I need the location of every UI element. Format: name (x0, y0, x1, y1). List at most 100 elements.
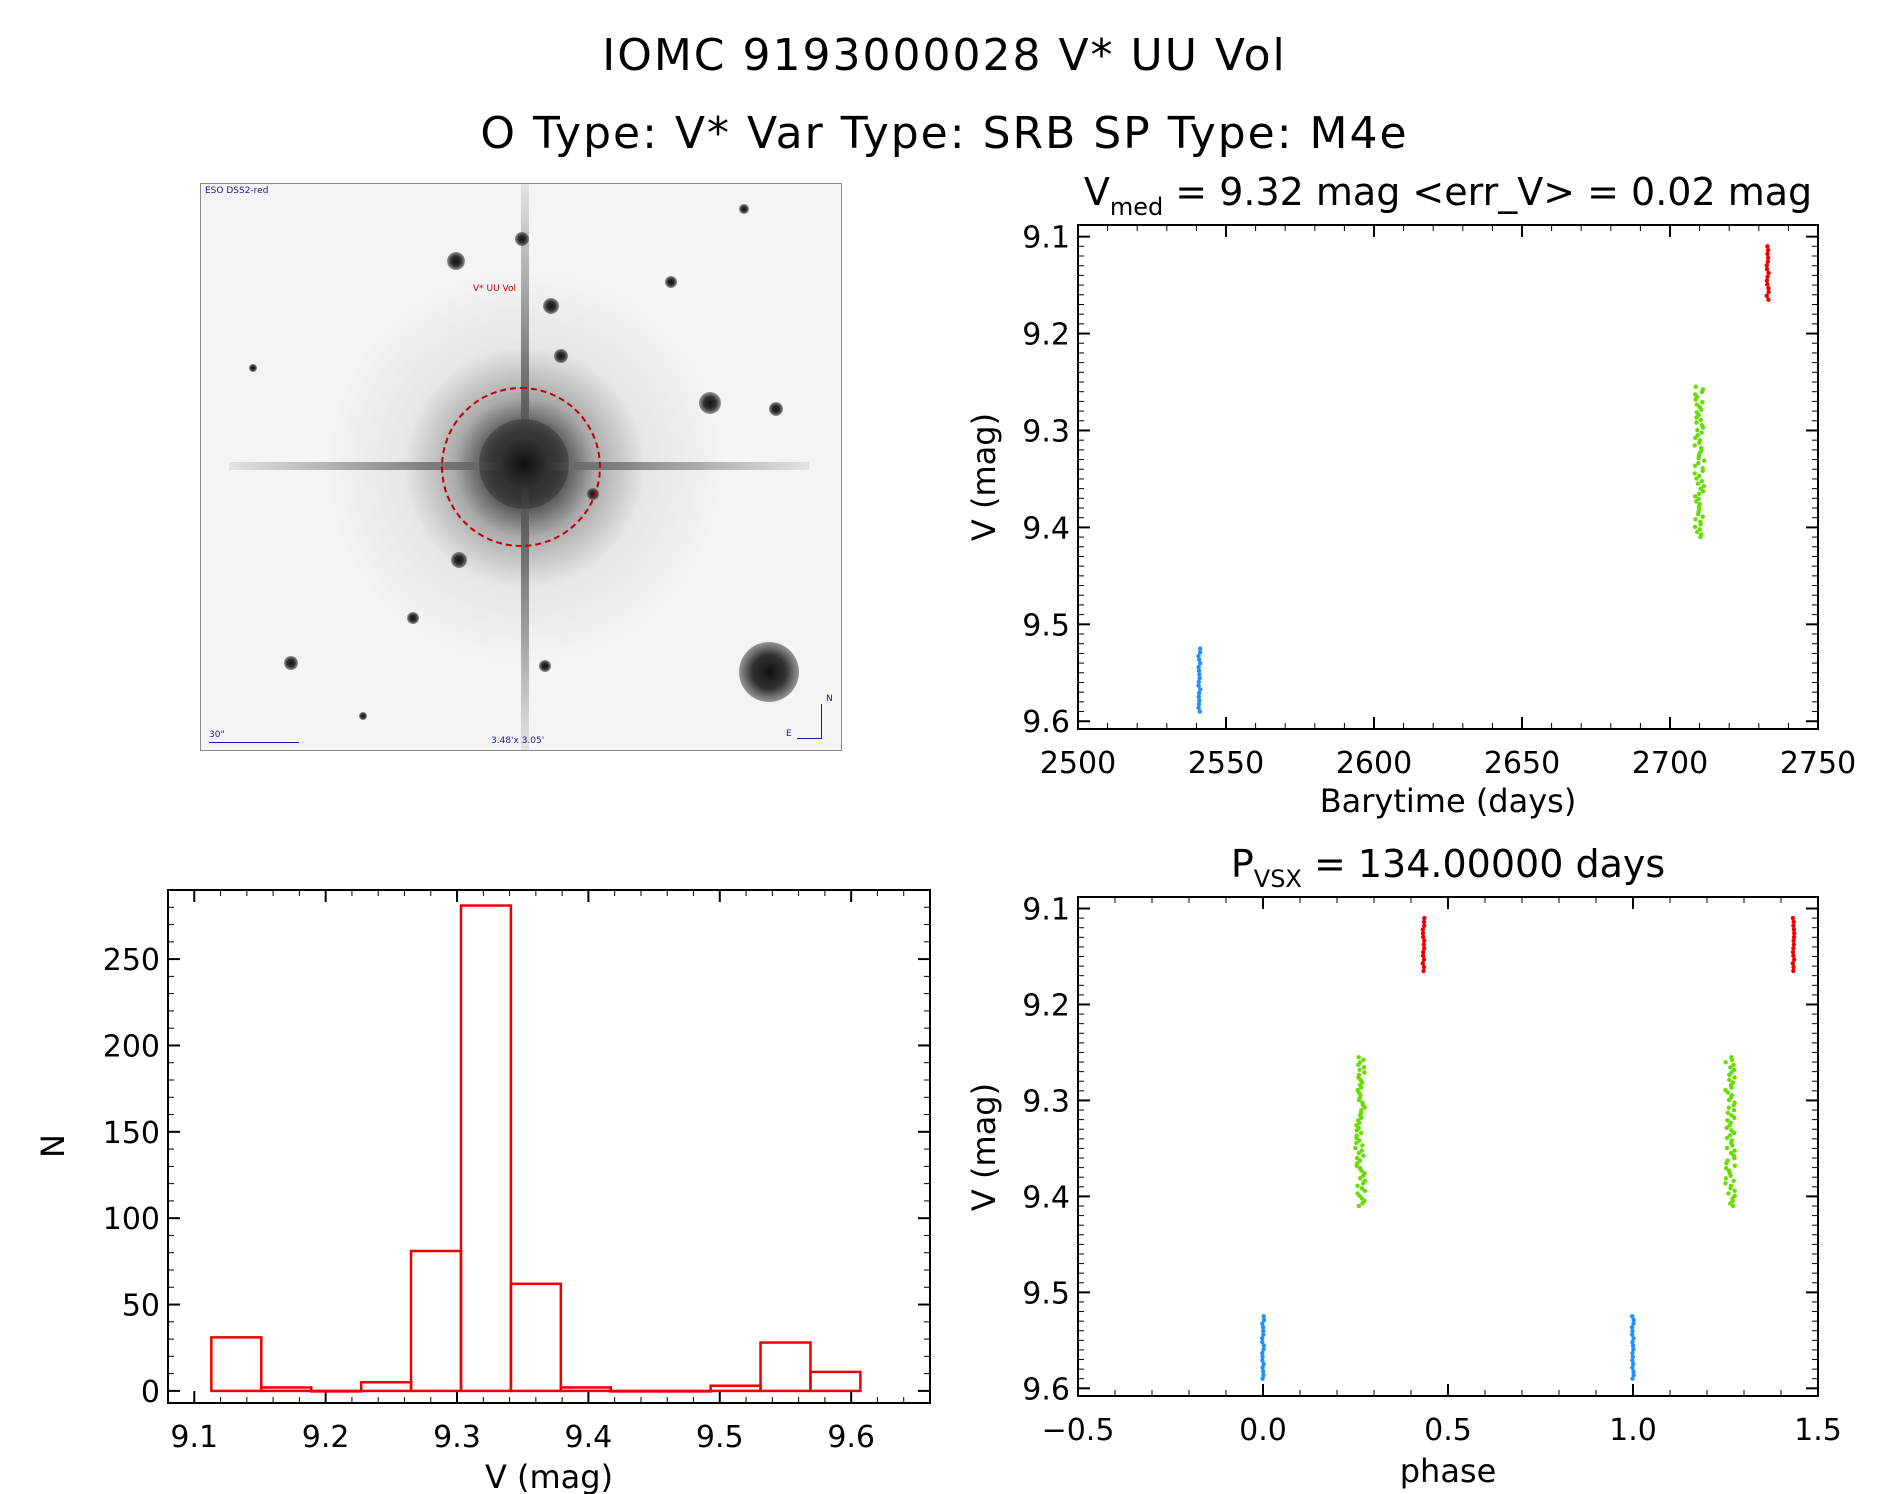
data-point (1260, 1350, 1265, 1356)
y-axis-label: V (mag) (965, 413, 1003, 541)
histogram-bar (459, 904, 513, 1393)
x-tick-label: 9.2 (302, 1420, 350, 1455)
data-point (1791, 946, 1796, 951)
data-point (1359, 1085, 1364, 1090)
data-point (1723, 1165, 1729, 1171)
compass-arrow-north (821, 704, 822, 738)
data-point (1353, 1145, 1358, 1151)
star (543, 298, 559, 314)
star (539, 660, 551, 672)
data-point (1791, 968, 1796, 974)
data-point (1196, 664, 1201, 670)
x-tick-label: 1.5 (1794, 1413, 1842, 1448)
data-point (1699, 478, 1705, 484)
data-point (1695, 511, 1701, 517)
data-point (1630, 1350, 1635, 1356)
histogram-bar (659, 1389, 712, 1393)
data-point (1700, 514, 1705, 519)
x-axis-label: phase (1400, 1452, 1497, 1490)
data-point (1699, 430, 1704, 435)
star (739, 204, 749, 214)
data-point (1196, 701, 1202, 707)
data-point (1694, 420, 1699, 425)
image-scale-label: 30" (209, 730, 225, 740)
data-point (1196, 694, 1201, 699)
plot-title: Vmed = 9.32 mag <err_V> = 0.02 mag (1084, 170, 1812, 221)
data-point (1631, 1347, 1636, 1352)
data-point (1732, 1155, 1737, 1161)
data-point (1693, 517, 1698, 522)
data-point (1358, 1176, 1363, 1181)
data-point (1765, 282, 1770, 287)
y-tick-label: 100 (103, 1202, 160, 1237)
data-point (1726, 1191, 1731, 1196)
data-point (1356, 1203, 1361, 1209)
histogram-bar (260, 1386, 313, 1393)
data-point (1359, 1168, 1364, 1173)
data-point (1693, 494, 1698, 499)
data-point (1361, 1153, 1366, 1158)
star (447, 252, 465, 270)
x-tick-label: 9.1 (170, 1420, 218, 1455)
data-point (1732, 1188, 1737, 1194)
data-point (1631, 1372, 1636, 1378)
x-tick-label: 2550 (1188, 746, 1264, 781)
data-point (1765, 247, 1771, 253)
star (769, 402, 783, 416)
data-point (1701, 483, 1707, 489)
data-point (1197, 672, 1202, 677)
star (739, 642, 799, 702)
histogram-bar (359, 1381, 413, 1393)
data-point (1196, 690, 1202, 696)
data-point (1726, 1097, 1732, 1103)
image-scale-bar (209, 742, 299, 743)
y-tick-label: 0 (141, 1375, 160, 1410)
data-point (1261, 1361, 1266, 1367)
data-point (1420, 934, 1426, 940)
data-point (1631, 1369, 1636, 1374)
data-point (1764, 263, 1770, 268)
data-point (1260, 1369, 1266, 1374)
data-point (1357, 1120, 1362, 1126)
star (451, 552, 467, 568)
data-point (1792, 957, 1797, 962)
data-point (1723, 1181, 1728, 1186)
data-point (1196, 679, 1202, 685)
data-point (1724, 1160, 1729, 1166)
data-point (1765, 255, 1771, 260)
data-point (1360, 1143, 1365, 1148)
y-tick-label: 9.3 (1022, 414, 1070, 449)
data-point (1421, 949, 1426, 955)
data-point (1354, 1128, 1360, 1133)
data-point (1692, 471, 1697, 476)
data-point (1629, 1325, 1635, 1330)
data-point (1764, 278, 1770, 283)
data-point (1692, 443, 1697, 448)
data-point (1700, 425, 1706, 430)
data-point (1421, 919, 1427, 925)
star (665, 276, 677, 288)
data-point (1361, 1057, 1366, 1062)
data-point (1354, 1140, 1359, 1146)
star (515, 232, 529, 246)
data-point (1197, 661, 1203, 666)
data-point (1260, 1365, 1265, 1370)
x-axis-label: V (mag) (485, 1458, 613, 1494)
x-axis-label: Barytime (days) (1320, 782, 1577, 820)
data-point (1765, 244, 1770, 249)
figure-subtitle: O Type: V* Var Type: SRB SP Type: M4e (480, 108, 1409, 159)
data-point (1260, 1321, 1265, 1326)
star (554, 349, 568, 363)
y-tick-label: 9.4 (1022, 511, 1070, 546)
histogram-bar (609, 1389, 662, 1393)
data-point (1791, 927, 1797, 932)
star (249, 364, 257, 372)
data-point (1698, 417, 1703, 423)
histogram-bar (409, 1249, 463, 1393)
data-point (1261, 1317, 1267, 1323)
data-point (1732, 1115, 1737, 1120)
data-point (1354, 1135, 1359, 1141)
data-point (1766, 289, 1771, 295)
data-point (1702, 458, 1707, 463)
histogram-bar (309, 1389, 363, 1393)
